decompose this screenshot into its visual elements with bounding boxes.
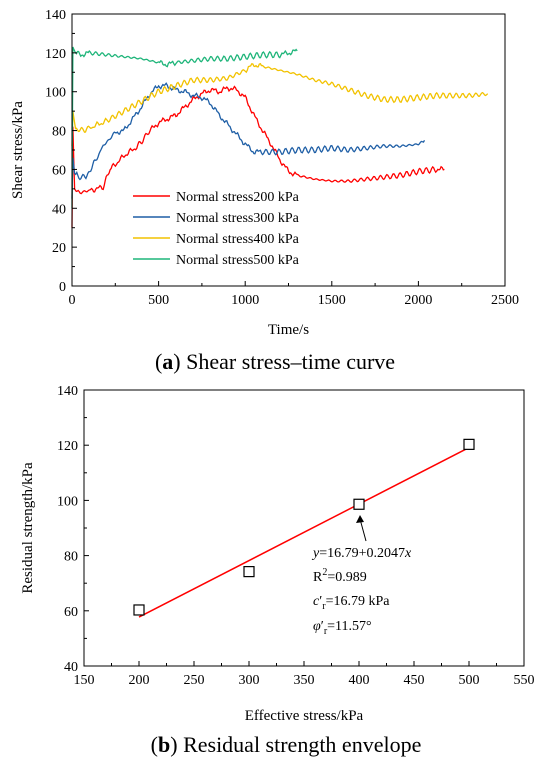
data-point-2: [243, 566, 255, 578]
chart-b-annotation: y=16.79+0.2047x R2=0.989 c′r=16.79 kPa φ…: [311, 515, 412, 637]
chart-b-y-axis-title: Residual strength/kPa: [20, 462, 36, 594]
x-tick-label: 500: [148, 293, 169, 308]
legend-label-4: Normal stress500 kPa: [176, 253, 300, 268]
x-tick-label: 2500: [491, 293, 519, 308]
annotation-arrow: [359, 518, 367, 542]
chart-a-x-axis-title: Time/s: [268, 322, 309, 338]
y-tick-label: 100: [45, 86, 66, 101]
x-tick-label: 500: [459, 673, 480, 688]
x-tick-label: 450: [404, 673, 425, 688]
y-tick-label: 20: [52, 241, 66, 256]
x-tick-label: 150: [74, 673, 95, 688]
series-line-1: [71, 85, 445, 228]
legend-label-1: Normal stress200 kPa: [176, 190, 300, 205]
chart-b-axes-frame: [83, 389, 525, 667]
y-tick-label: 0: [59, 280, 66, 295]
cohesion-value: c′r=16.79 kPa: [313, 594, 390, 612]
legend-label-2: Normal stress300 kPa: [176, 211, 300, 226]
y-tick-label: 140: [45, 8, 66, 23]
x-tick-label: 250: [184, 673, 205, 688]
x-tick-label: 2000: [404, 293, 432, 308]
x-tick-label: 550: [514, 673, 535, 688]
y-tick-label: 120: [57, 439, 78, 454]
annotation-arrowhead: [356, 515, 364, 523]
y-tick-label: 140: [57, 384, 78, 399]
x-tick-label: 1500: [318, 293, 346, 308]
x-tick-label: 0: [69, 293, 76, 308]
y-tick-label: 120: [45, 47, 66, 62]
chart-b-caption: (b) Residual strength envelope: [151, 732, 422, 757]
chart-b-caption-text: Residual strength envelope: [178, 732, 422, 757]
y-tick-label: 60: [52, 163, 66, 178]
chart-b-caption-letter: b: [158, 732, 170, 757]
chart-a-caption: (a) Shear stress–time curve: [155, 349, 395, 374]
fit-r-squared: R2=0.989: [313, 567, 367, 585]
x-tick-label: 1000: [231, 293, 259, 308]
y-tick-label: 100: [57, 494, 78, 509]
data-point-4: [463, 438, 475, 450]
data-point-1: [133, 604, 145, 616]
series-line-4: [71, 46, 298, 209]
y-tick-label: 80: [64, 550, 78, 565]
fit-equation: y=16.79+0.2047x: [311, 546, 412, 561]
series-line-2: [71, 82, 426, 199]
chart-a-caption-letter: a: [162, 349, 173, 374]
x-tick-label: 300: [239, 673, 260, 688]
x-tick-label: 350: [294, 673, 315, 688]
y-tick-label: 60: [64, 605, 78, 620]
y-tick-label: 80: [52, 125, 66, 140]
fit-line: [138, 446, 470, 618]
chart-a-y-axis-title: Shear stress/kPa: [10, 101, 26, 199]
series-line-3: [71, 62, 489, 147]
chart-b: 150 200 250 300 350 400 450 500 550 40 60 80 100 120 1…: [20, 384, 535, 757]
chart-b-ticks: 150 200 250 300 350 400 450 500 550 40 60 80 100 120 1…: [57, 384, 535, 688]
chart-a-ticks: 0 500 1000 1500 2000 2500 0 20 40 60 80 100 120 140: [45, 8, 519, 308]
x-tick-label: 400: [349, 673, 370, 688]
data-point-3: [353, 498, 365, 510]
chart-b-x-axis-title: Effective stress/kPa: [245, 708, 364, 724]
x-tick-label: 200: [129, 673, 150, 688]
chart-b-plot-area: [133, 438, 475, 618]
legend-label-3: Normal stress400 kPa: [176, 232, 300, 247]
chart-a-caption-text: Shear stress–time curve: [181, 349, 395, 374]
y-tick-label: 40: [64, 660, 78, 675]
chart-a-legend: Normal stress200 kPa Normal stress300 kPa…: [133, 190, 300, 268]
chart-a: 0 500 1000 1500 2000 2500 0 20 40 60 80 100 120 140 T…: [10, 8, 519, 374]
chart-a-plot-area: [71, 46, 489, 228]
y-tick-label: 40: [52, 202, 66, 217]
friction-angle-value: φ′r=11.57°: [313, 619, 372, 637]
